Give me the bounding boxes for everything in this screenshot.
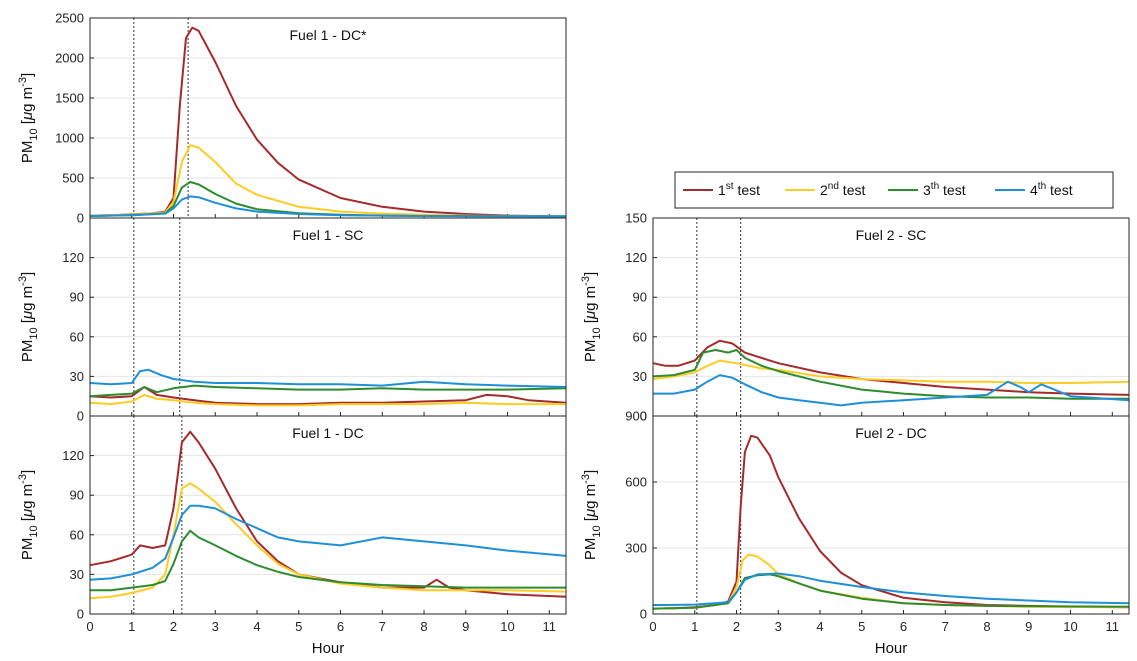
y-tick-label: 60 <box>70 329 84 344</box>
x-tick-label: 10 <box>1063 619 1077 634</box>
series-line-test-2 <box>652 359 1130 384</box>
x-tick-label: 11 <box>1106 619 1120 634</box>
legend-item-test-1: 1st test <box>683 181 760 198</box>
y-tick-label: 30 <box>70 369 84 384</box>
y-axis-label: PM10 [μg m-3] <box>17 470 40 560</box>
y-tick-label: 30 <box>633 369 647 384</box>
legend-label: 2nd test <box>820 181 865 198</box>
y-tick-label: 1000 <box>55 131 84 146</box>
legend-item-test-3: 3th test <box>888 181 966 198</box>
y-tick-label: 60 <box>70 527 84 542</box>
y-tick-label: 120 <box>625 250 647 265</box>
y-tick-label: 120 <box>62 448 84 463</box>
legend-item-test-4: 4th test <box>995 181 1073 198</box>
y-tick-label: 600 <box>625 475 647 490</box>
y-tick-label: 2000 <box>55 51 84 66</box>
y-tick-label: 30 <box>70 567 84 582</box>
y-tick-label: 2500 <box>55 11 84 26</box>
x-axis-label: Hour <box>875 640 908 657</box>
y-tick-label: 500 <box>62 171 84 186</box>
y-axis-label: PM10 [μg m-3] <box>17 272 40 362</box>
series-line-test-2 <box>89 393 566 407</box>
y-tick-label: 120 <box>62 250 84 265</box>
series-line-test-4 <box>89 195 567 218</box>
axes-frame <box>89 415 567 615</box>
series-line-test-1 <box>89 430 567 598</box>
panel-title: Fuel 1 - DC* <box>289 27 367 43</box>
series-line-test-3 <box>652 349 1129 400</box>
y-tick-label: 0 <box>77 211 84 226</box>
series-line-test-4 <box>89 368 567 388</box>
x-tick-label: 7 <box>942 619 949 634</box>
panel-title: Fuel 1 - SC <box>293 227 364 243</box>
y-axis-label: PM10 [μg m-3] <box>17 73 40 163</box>
series-line-test-3 <box>89 384 567 398</box>
x-tick-label: 9 <box>462 619 469 634</box>
x-tick-label: 2 <box>733 619 740 634</box>
y-tick-label: 0 <box>77 607 84 622</box>
x-tick-label: 6 <box>337 619 344 634</box>
legend: 1st test 2nd test 3th test 4th test <box>674 171 1114 209</box>
x-tick-label: 3 <box>775 619 782 634</box>
plot-area <box>653 416 1129 614</box>
x-tick-label: 0 <box>86 619 93 634</box>
x-tick-label: 8 <box>420 619 427 634</box>
axes-frame <box>652 415 1130 615</box>
y-tick-label: 60 <box>633 329 647 344</box>
panel-title: Fuel 2 - DC <box>855 425 927 441</box>
x-tick-label: 4 <box>816 619 823 634</box>
panel-title: Fuel 2 - SC <box>856 227 927 243</box>
x-tick-label: 5 <box>295 619 302 634</box>
plot-area <box>90 18 566 218</box>
series-line-test-4 <box>653 572 1130 606</box>
y-axis-label: PM10 [μg m-3] <box>580 272 603 362</box>
panel-top-left: 0 500 1000 1500 2000 2500 Fuel 1 - DC* PM10 [μg… <box>17 11 567 226</box>
x-tick-label: 4 <box>253 619 260 634</box>
x-tick-label: 8 <box>983 619 990 634</box>
series-line-test-2 <box>89 144 567 218</box>
x-tick-label: 9 <box>1025 619 1032 634</box>
x-tick-label: 5 <box>858 619 865 634</box>
y-tick-label: 90 <box>70 290 84 305</box>
legend-label: 1st test <box>718 181 760 198</box>
y-tick-label: 900 <box>625 409 647 424</box>
x-tick-label: 2 <box>170 619 177 634</box>
y-tick-label: 0 <box>640 607 647 622</box>
panel-bottom-left: 0 30 60 90 120 0 1 2 3 4 5 6 7 8 9 10 11 Fuel 1 - DC PM10 … <box>17 415 567 657</box>
x-tick-label: 1 <box>128 619 135 634</box>
x-tick-label: 6 <box>900 619 907 634</box>
series-line-test-3 <box>90 529 566 592</box>
series-line-test-4 <box>653 374 1130 407</box>
x-tick-label: 10 <box>500 619 514 634</box>
y-tick-label: 150 <box>625 211 647 226</box>
plot-area <box>653 218 1129 416</box>
panel-middle-left: 0 30 60 90 120 Fuel 1 - SC PM10 [μg m-3] <box>17 217 567 424</box>
y-tick-label: 1500 <box>55 91 84 106</box>
x-tick-label: 11 <box>543 619 557 634</box>
panel-middle-right: 0 30 60 90 120 150 Fuel 2 - SC PM10 [μg m-3] <box>580 211 1130 424</box>
x-axis-label: Hour <box>312 640 345 657</box>
x-tick-label: 7 <box>379 619 386 634</box>
series-line-test-4 <box>89 504 567 581</box>
y-axis-label: PM10 [μg m-3] <box>580 470 603 560</box>
plot-area <box>90 416 566 614</box>
panel-title: Fuel 1 - DC <box>292 425 364 441</box>
legend-label: 4th test <box>1030 181 1073 198</box>
plot-area <box>90 218 566 416</box>
y-tick-label: 90 <box>70 488 84 503</box>
x-tick-label: 0 <box>649 619 656 634</box>
y-tick-label: 0 <box>77 409 84 424</box>
y-tick-label: 90 <box>633 290 647 305</box>
x-tick-label: 3 <box>212 619 219 634</box>
y-tick-label: 0 <box>640 409 647 424</box>
legend-item-test-2: 2nd test <box>785 181 865 198</box>
y-tick-label: 300 <box>625 541 647 556</box>
x-tick-label: 1 <box>691 619 698 634</box>
legend-label: 3th test <box>923 181 966 198</box>
